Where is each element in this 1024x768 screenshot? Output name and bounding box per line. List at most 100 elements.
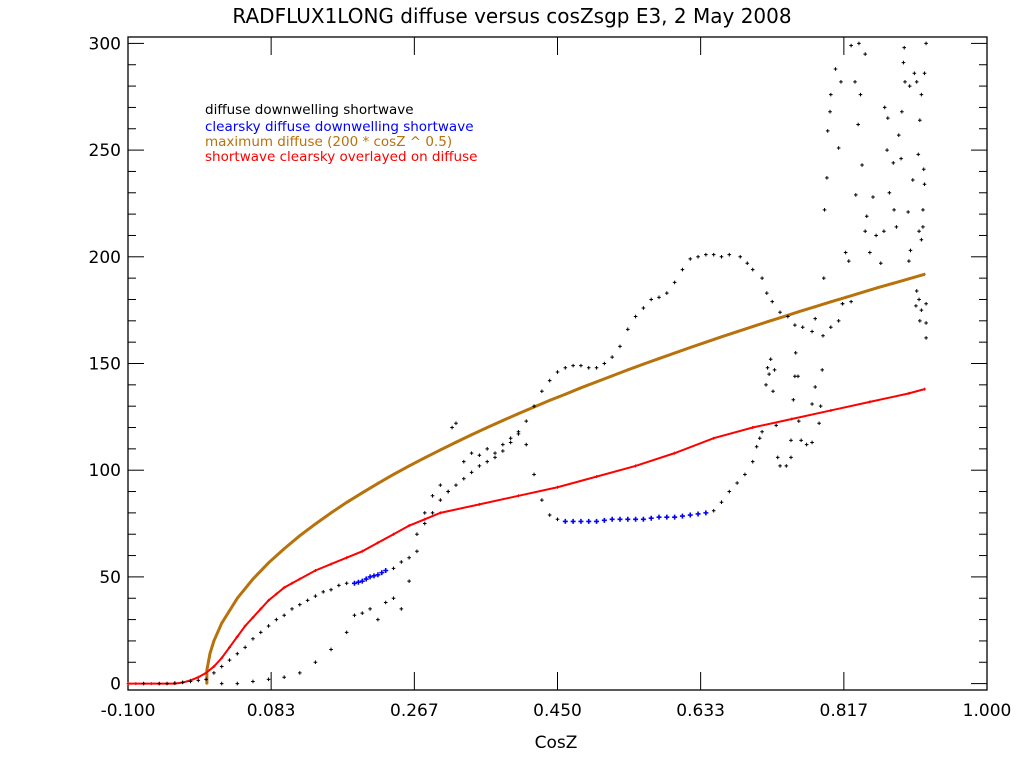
data-point-maximum-diffuse-200-cosz-0-5 [501,418,505,422]
data-point-diffuse-downwelling-shortwave [719,500,724,505]
data-point-diffuse-downwelling-shortwave [266,624,271,628]
data-point-diffuse-downwelling-shortwave [368,607,372,611]
chart-title: RADFLUX1LONG diffuse versus cosZsgp E3, … [232,4,791,28]
data-point-diffuse-downwelling-shortwave [767,372,771,376]
data-point-diffuse-downwelling-shortwave [602,361,607,366]
data-point-diffuse-downwelling-shortwave [399,560,404,564]
data-point-shortwave-clearsky-overlayed-on-diffuse [868,400,872,404]
y-tick-label: 200 [89,248,121,268]
data-point-diffuse-downwelling-shortwave [672,280,677,285]
data-point-shortwave-clearsky-overlayed-on-diffuse [126,682,130,686]
data-point-diffuse-downwelling-shortwave [793,323,797,327]
data-point-diffuse-downwelling-shortwave [871,195,875,199]
data-point-maximum-diffuse-200-cosz-0-5 [454,440,458,444]
data-point-maximum-diffuse-200-cosz-0-5 [719,335,723,339]
data-point-shortwave-clearsky-overlayed-on-diffuse [290,581,294,585]
series-line-maximum-diffuse-200-cosz-0-5 [205,272,925,684]
data-point-clearsky-diffuse-downwelling-shortwave [687,512,693,518]
data-point-diffuse-downwelling-shortwave [688,257,693,261]
data-point-diffuse-downwelling-shortwave [696,255,700,259]
data-point-diffuse-downwelling-shortwave [789,438,793,443]
data-point-diffuse-downwelling-shortwave [799,438,803,443]
data-point-diffuse-downwelling-shortwave [924,301,928,306]
data-point-diffuse-downwelling-shortwave [430,511,435,515]
data-point-clearsky-diffuse-downwelling-shortwave [695,511,701,517]
data-point-diffuse-downwelling-shortwave [828,109,832,114]
data-point-diffuse-downwelling-shortwave [485,447,490,451]
data-point-shortwave-clearsky-overlayed-on-diffuse [516,494,520,498]
data-point-diffuse-downwelling-shortwave [337,583,341,588]
data-point-maximum-diffuse-200-cosz-0-5 [392,472,396,476]
data-point-diffuse-downwelling-shortwave [461,459,466,464]
data-point-diffuse-downwelling-shortwave [243,645,247,650]
data-point-clearsky-diffuse-downwelling-shortwave [656,514,662,520]
data-point-diffuse-downwelling-shortwave [764,291,769,295]
legend-entry-diffuse: diffuse downwelling shortwave [205,102,414,118]
data-point-diffuse-downwelling-shortwave [516,432,521,436]
data-point-diffuse-downwelling-shortwave [274,617,279,622]
data-point-diffuse-downwelling-shortwave [919,92,924,97]
data-point-diffuse-downwelling-shortwave [868,250,872,255]
data-point-diffuse-downwelling-shortwave [188,679,193,684]
data-point-diffuse-downwelling-shortwave [856,122,860,127]
data-point-shortwave-clearsky-overlayed-on-diffuse [477,502,481,506]
data-point-diffuse-downwelling-shortwave [770,299,775,304]
data-point-clearsky-diffuse-downwelling-shortwave [586,518,592,524]
data-point-diffuse-downwelling-shortwave [204,677,208,682]
data-point-shortwave-clearsky-overlayed-on-diffuse [438,511,442,515]
data-point-diffuse-downwelling-shortwave [796,374,800,379]
data-point-diffuse-downwelling-shortwave [771,389,775,394]
data-point-maximum-diffuse-200-cosz-0-5 [407,464,411,468]
data-point-maximum-diffuse-200-cosz-0-5 [485,426,489,430]
data-point-clearsky-diffuse-downwelling-shortwave [355,579,361,585]
data-point-diffuse-downwelling-shortwave [924,321,928,325]
data-point-diffuse-downwelling-shortwave [916,152,921,157]
data-point-maximum-diffuse-200-cosz-0-5 [423,456,427,460]
data-point-shortwave-clearsky-overlayed-on-diffuse [228,645,232,649]
legend-entry-maximum-diffuse: maximum diffuse (200 * cosZ ^ 0.5) [205,134,452,150]
x-tick-label: 0.267 [390,701,439,721]
data-point-diffuse-downwelling-shortwave [235,681,240,686]
data-point-diffuse-downwelling-shortwave [625,327,630,332]
data-point-diffuse-downwelling-shortwave [532,472,536,477]
data-point-diffuse-downwelling-shortwave [141,681,146,686]
data-point-shortwave-clearsky-overlayed-on-diffuse [298,577,302,581]
data-point-diffuse-downwelling-shortwave [892,208,896,212]
data-point-shortwave-clearsky-overlayed-on-diffuse [196,675,200,679]
data-point-diffuse-downwelling-shortwave [839,80,843,84]
data-point-diffuse-downwelling-shortwave [896,133,901,137]
data-point-diffuse-downwelling-shortwave [918,118,922,123]
data-point-diffuse-downwelling-shortwave [863,229,867,233]
y-tick-label: 100 [89,461,121,481]
data-point-diffuse-downwelling-shortwave [555,370,560,374]
data-point-diffuse-downwelling-shortwave [908,248,913,253]
data-point-diffuse-downwelling-shortwave [857,41,861,46]
data-point-clearsky-diffuse-downwelling-shortwave [383,567,389,573]
data-point-diffuse-downwelling-shortwave [813,316,817,321]
data-point-diffuse-downwelling-shortwave [922,182,927,187]
data-point-diffuse-downwelling-shortwave [618,344,622,349]
data-point-maximum-diffuse-200-cosz-0-5 [298,534,302,538]
data-point-maximum-diffuse-200-cosz-0-5 [563,392,567,396]
data-point-maximum-diffuse-200-cosz-0-5 [329,511,333,515]
data-point-diffuse-downwelling-shortwave [825,176,829,180]
x-tick-label: 0.817 [820,701,869,721]
data-point-clearsky-diffuse-downwelling-shortwave [570,518,576,524]
data-point-clearsky-diffuse-downwelling-shortwave [359,578,365,584]
data-point-diffuse-downwelling-shortwave [493,451,497,455]
y-tick-label: 0 [110,675,121,695]
data-point-diffuse-downwelling-shortwave [878,261,883,266]
data-point-diffuse-downwelling-shortwave [227,658,232,662]
data-point-diffuse-downwelling-shortwave [508,436,513,440]
data-point-diffuse-downwelling-shortwave [829,92,833,97]
data-point-diffuse-downwelling-shortwave [921,208,925,212]
data-point-clearsky-diffuse-downwelling-shortwave [679,513,685,519]
data-point-maximum-diffuse-200-cosz-0-5 [376,481,380,485]
data-point-diffuse-downwelling-shortwave [547,513,552,517]
data-point-diffuse-downwelling-shortwave [846,259,851,263]
data-point-shortwave-clearsky-overlayed-on-diffuse [220,656,224,660]
data-point-diffuse-downwelling-shortwave [919,308,924,312]
data-point-maximum-diffuse-200-cosz-0-5 [470,433,474,437]
data-point-diffuse-downwelling-shortwave [784,464,789,468]
data-point-diffuse-downwelling-shortwave [800,325,805,330]
